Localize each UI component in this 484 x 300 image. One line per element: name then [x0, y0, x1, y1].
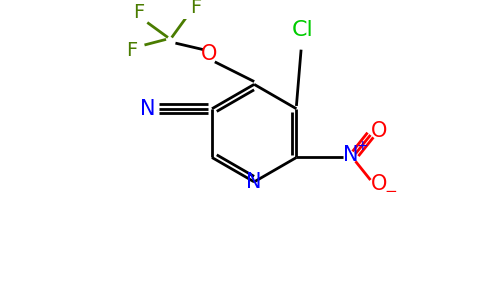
- Text: −: −: [385, 184, 397, 199]
- Text: N: N: [246, 172, 262, 192]
- Text: O: O: [371, 121, 387, 141]
- Text: Cl: Cl: [292, 20, 314, 40]
- Text: N: N: [140, 99, 156, 119]
- Text: +: +: [356, 139, 368, 153]
- Text: F: F: [126, 41, 137, 60]
- Text: F: F: [190, 0, 202, 17]
- Text: O: O: [371, 174, 387, 194]
- Text: N: N: [343, 145, 359, 165]
- Text: O: O: [201, 44, 217, 64]
- Text: F: F: [133, 3, 145, 22]
